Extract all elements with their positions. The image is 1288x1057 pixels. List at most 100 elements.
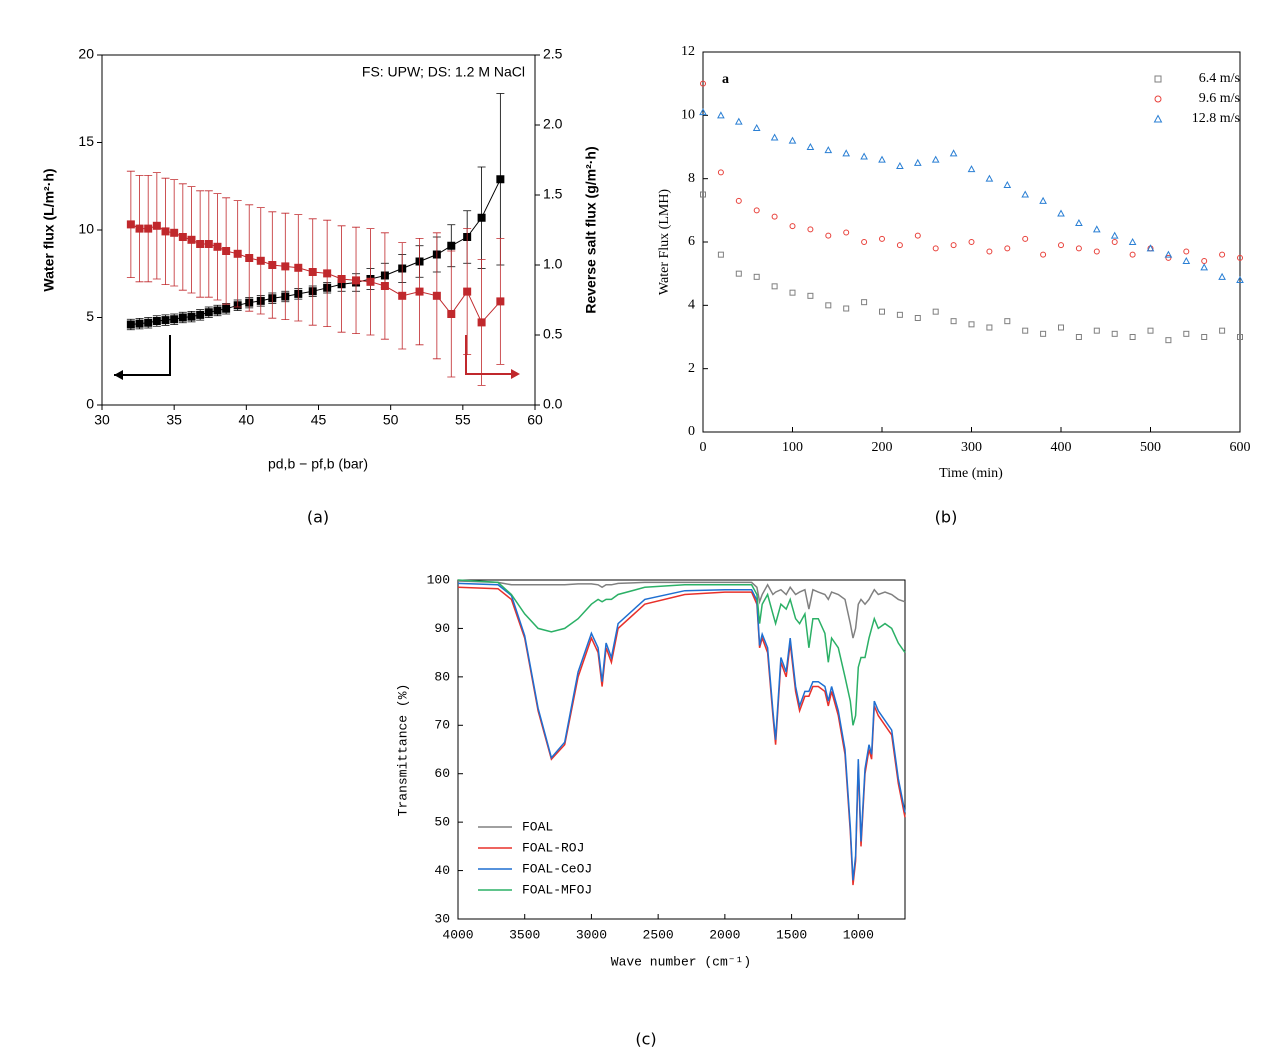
marker: [1075, 334, 1082, 340]
y2-tick-label: 0.5: [543, 326, 563, 342]
marker: [213, 306, 222, 315]
marker: [1200, 263, 1209, 271]
y-tick-label: 0: [86, 396, 94, 412]
marker: [187, 312, 196, 321]
y-tick-label: 5: [86, 308, 94, 324]
marker: [245, 254, 254, 262]
panel-b: 0 100 200 300 400 500 600 0 2 4 6 8 10 12 (b) Time (min…: [657, 44, 1250, 526]
marker: [1022, 327, 1029, 334]
marker: [135, 319, 144, 328]
marker: [1183, 330, 1190, 337]
legend-marker: [1154, 95, 1162, 103]
x-tick-label: 60: [527, 412, 543, 428]
marker: [1004, 318, 1011, 325]
marker: [717, 169, 724, 176]
marker: [806, 142, 815, 150]
marker: [1236, 275, 1244, 283]
marker: [789, 289, 796, 296]
marker: [144, 224, 153, 233]
y-axis-title: Water Flux (LMH): [657, 189, 672, 296]
arrow-head: [114, 370, 123, 380]
marker: [1183, 248, 1190, 255]
marker: [735, 197, 742, 204]
marker: [878, 155, 886, 163]
marker: [308, 268, 317, 276]
marker: [170, 228, 179, 237]
arrow-head: [511, 369, 520, 379]
y2-axis-title: Reverse salt flux (g/m²·h): [583, 146, 599, 313]
marker: [1147, 327, 1154, 334]
y-tick-label: 10: [78, 221, 94, 237]
y-tick-label: 100: [427, 572, 450, 587]
marker: [1219, 251, 1226, 258]
marker: [734, 117, 743, 125]
marker: [144, 318, 153, 327]
marker: [1201, 258, 1208, 264]
marker: [233, 249, 242, 258]
marker: [1075, 245, 1082, 252]
panel-c: 4000 3500 3000 2500 2000 1500 1000 30 40 50 60 70 80…: [395, 572, 906, 1049]
marker: [1058, 324, 1064, 331]
legend-label: 6.4 m/s: [1199, 71, 1240, 86]
marker: [477, 318, 486, 327]
x-tick-label: 0: [700, 440, 707, 455]
marker: [204, 240, 213, 248]
y-tick-label: 40: [434, 863, 450, 878]
y-tick-label: 8: [688, 171, 695, 186]
marker: [967, 165, 976, 173]
y-tick-label: 20: [78, 46, 94, 62]
x-tick-label: 400: [1051, 440, 1072, 455]
marker: [196, 240, 205, 248]
x-tick-label: 3500: [509, 927, 540, 942]
marker: [700, 80, 706, 87]
x-tick-label: 500: [1140, 440, 1161, 455]
marker: [825, 302, 832, 309]
y-tick-label: 90: [434, 621, 450, 636]
legend-label: FOAL-CeOJ: [522, 861, 592, 876]
legend-label: 9.6 m/s: [1199, 91, 1240, 106]
marker: [1128, 237, 1137, 245]
marker: [950, 318, 957, 325]
marker: [1022, 235, 1029, 242]
marker: [1129, 334, 1136, 340]
marker: [753, 207, 760, 214]
marker: [788, 136, 797, 144]
left-axis-arrow: [114, 335, 171, 376]
marker: [366, 277, 375, 286]
marker: [914, 232, 921, 239]
marker: [1237, 334, 1243, 340]
marker: [968, 239, 975, 245]
marker: [1004, 245, 1011, 252]
marker: [126, 320, 135, 329]
panel-a: 30 35 40 45 50 55 60 0 5 10 15 20 0.0 0.5 1.0 1.5 2.0 2.5…: [41, 46, 599, 527]
legend-label: FOAL-MFOJ: [522, 882, 592, 897]
y-axis-title: Transmittance (%): [395, 684, 410, 817]
y-tick-label: 70: [434, 718, 450, 733]
marker: [879, 235, 885, 242]
y-axis-title: Water flux (L/m²·h): [41, 168, 57, 291]
marker: [126, 220, 135, 229]
marker: [753, 273, 760, 280]
y-tick-label: 15: [78, 133, 94, 149]
y2-tick-label: 0.0: [543, 396, 563, 412]
marker: [717, 251, 724, 258]
marker: [196, 310, 205, 319]
x-tick-label: 1000: [843, 927, 874, 942]
x-tick-label: 55: [455, 412, 471, 428]
marker: [398, 291, 407, 300]
marker: [1111, 330, 1118, 337]
marker: [178, 313, 187, 322]
marker: [152, 221, 161, 230]
plot-frame: [457, 579, 906, 920]
y-tick-label: 10: [681, 108, 695, 123]
marker: [1237, 254, 1243, 261]
marker: [447, 241, 456, 250]
x-tick-label: 35: [166, 412, 182, 428]
y-tick-label: 0: [688, 424, 695, 439]
marker: [932, 245, 939, 252]
marker: [170, 315, 179, 324]
marker: [1111, 239, 1118, 245]
x-tick-label: 600: [1230, 440, 1251, 455]
marker: [447, 310, 456, 318]
y-tick-label: 50: [434, 815, 450, 830]
